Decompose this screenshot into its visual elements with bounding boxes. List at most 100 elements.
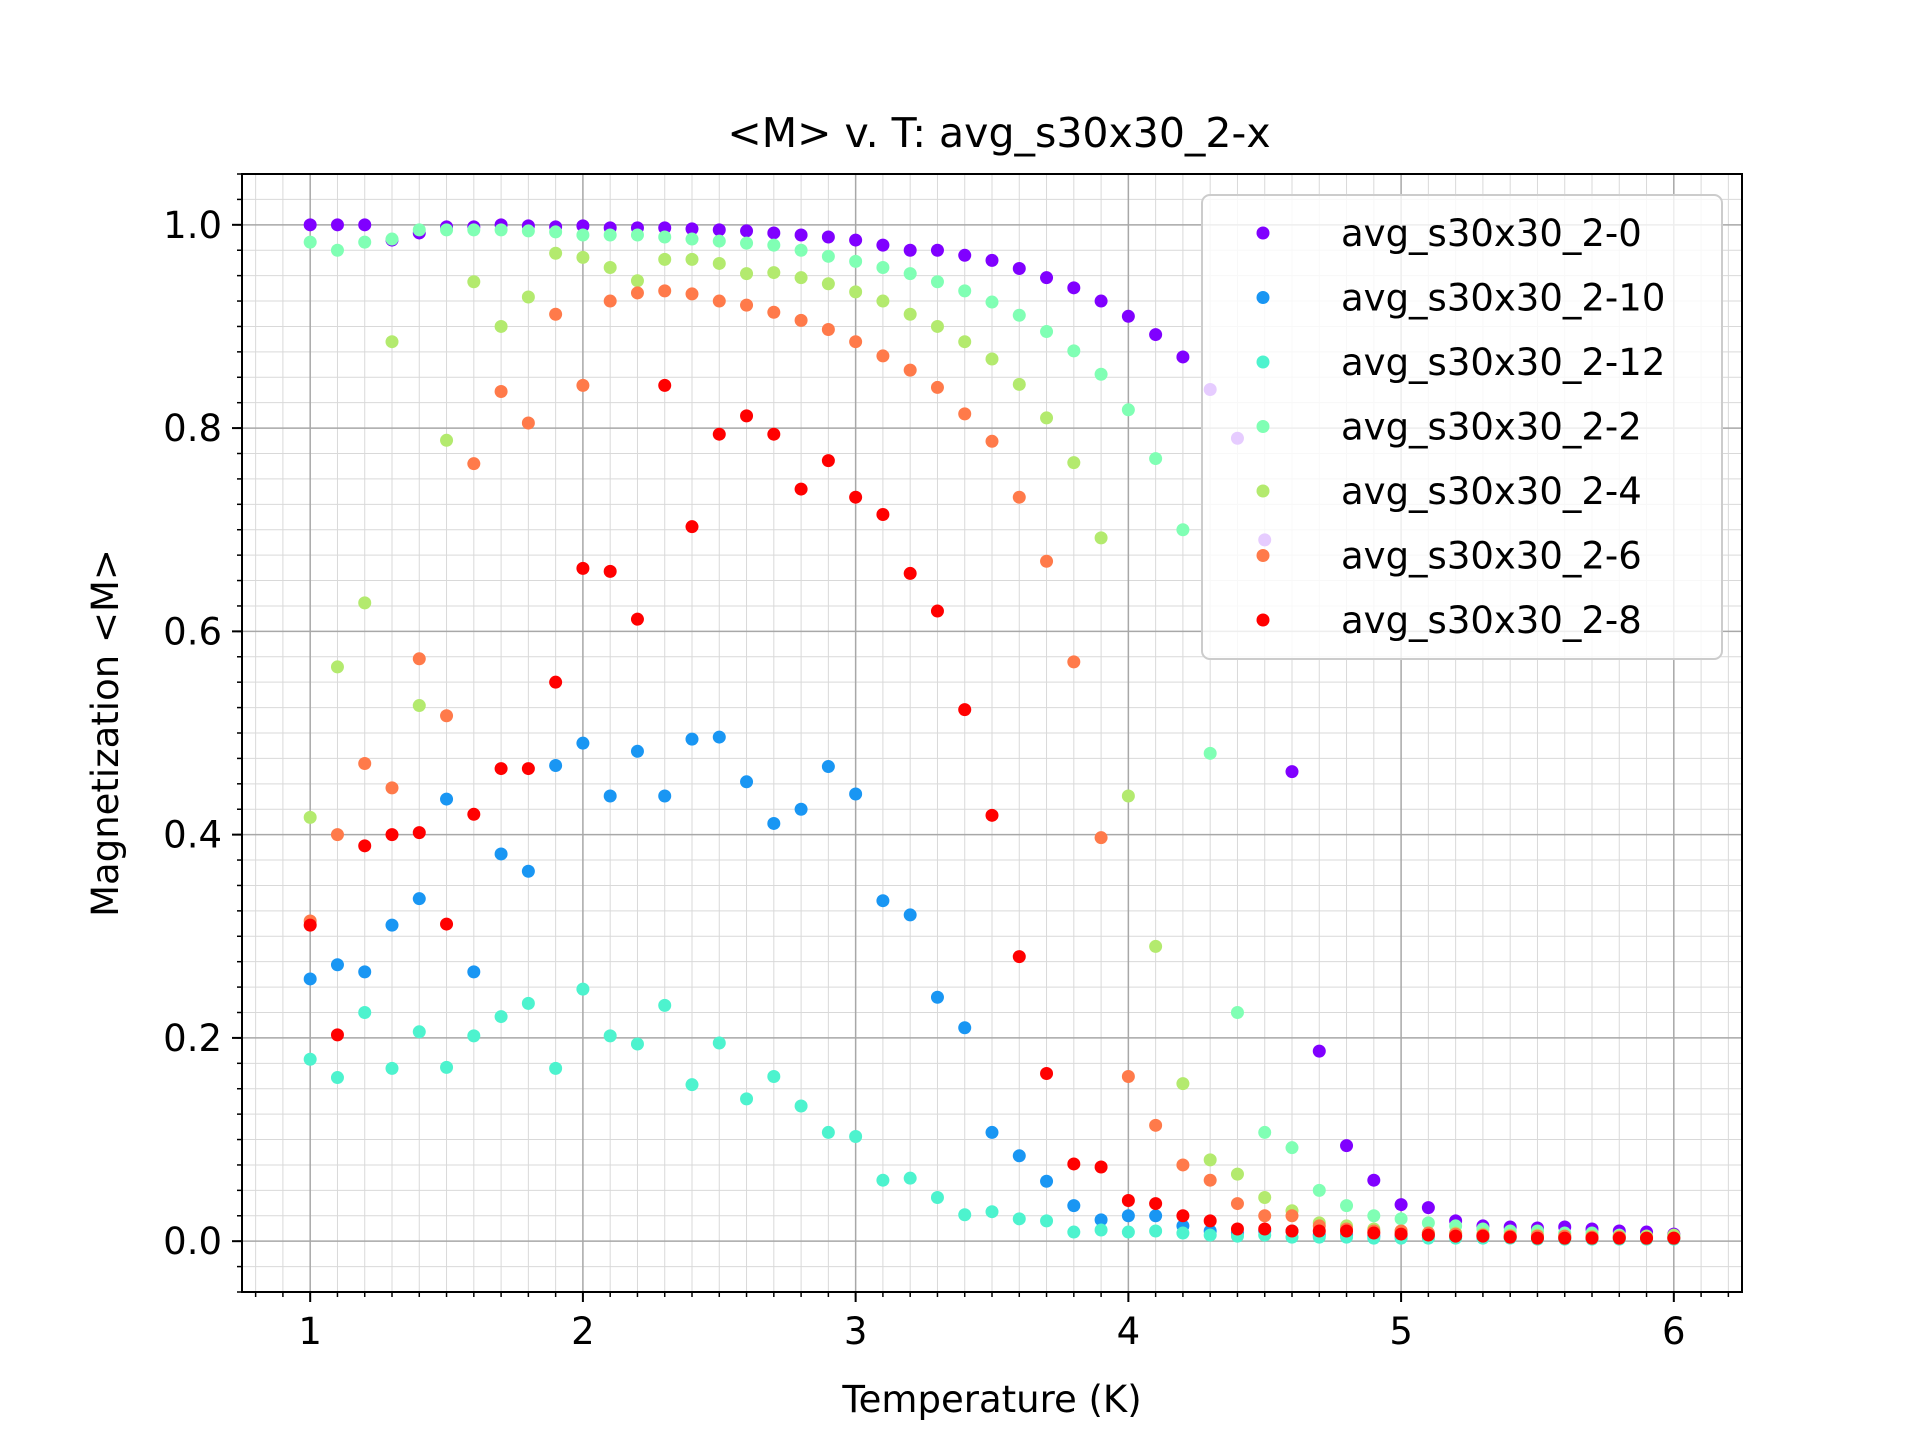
legend-marker (1256, 355, 1270, 369)
data-point (358, 965, 372, 979)
data-point (1285, 1141, 1299, 1155)
y-tick-label: 0.8 (163, 407, 222, 450)
data-point (821, 230, 835, 244)
data-point (1067, 655, 1081, 669)
data-point (549, 225, 563, 239)
data-point (1258, 1190, 1272, 1204)
data-point (603, 1029, 617, 1043)
data-point (849, 285, 863, 299)
x-axis-label: Temperature (K) (841, 1378, 1141, 1421)
data-point (385, 1061, 399, 1075)
data-point (1149, 1118, 1163, 1132)
data-point (712, 427, 726, 441)
data-point (1340, 1139, 1354, 1153)
x-tick-label: 2 (571, 1310, 595, 1353)
data-point (930, 380, 944, 394)
data-point (794, 802, 808, 816)
data-point (494, 847, 508, 861)
data-point (1012, 377, 1026, 391)
data-point (1040, 1174, 1054, 1188)
y-tick-label: 0.6 (163, 610, 222, 653)
legend-label: avg_s30x30_2-2 (1341, 406, 1642, 449)
data-point (494, 1010, 508, 1024)
data-point (1176, 1158, 1190, 1172)
data-point (712, 294, 726, 308)
data-point (903, 566, 917, 580)
data-point (821, 1125, 835, 1139)
data-point (958, 335, 972, 349)
data-point (358, 756, 372, 770)
data-point (740, 775, 754, 789)
data-point (821, 323, 835, 337)
legend-marker (1256, 226, 1270, 240)
data-point (1121, 309, 1135, 323)
data-point (1094, 1160, 1108, 1174)
data-point (849, 787, 863, 801)
data-point (576, 561, 590, 575)
data-point (385, 335, 399, 349)
data-point (985, 1125, 999, 1139)
data-point (767, 305, 781, 319)
data-point (1203, 746, 1217, 760)
data-point (494, 762, 508, 776)
data-point (685, 252, 699, 266)
data-point (1230, 1197, 1244, 1211)
data-point (521, 290, 535, 304)
data-point (1040, 1066, 1054, 1080)
legend-marker (1256, 549, 1270, 562)
data-point (985, 434, 999, 448)
data-point (1040, 325, 1054, 339)
data-point (658, 789, 672, 803)
data-point (1258, 1125, 1272, 1139)
data-point (958, 284, 972, 298)
data-point (1285, 1209, 1299, 1223)
data-point (1040, 411, 1054, 425)
data-point (603, 564, 617, 578)
data-point (521, 996, 535, 1010)
data-point (576, 228, 590, 242)
data-point (1012, 1212, 1026, 1226)
data-point (1067, 456, 1081, 470)
data-point (440, 792, 454, 806)
data-point (440, 917, 454, 931)
data-point (1012, 490, 1026, 504)
data-point (849, 335, 863, 349)
data-point (1503, 1230, 1517, 1244)
data-point (930, 275, 944, 289)
data-point (1285, 1224, 1299, 1238)
data-point (1258, 1222, 1272, 1236)
data-point (330, 1028, 344, 1042)
data-point (1312, 1224, 1326, 1238)
data-point (1012, 950, 1026, 964)
legend-entries: avg_s30x30_2-0 avg_s30x30_2-10 avg_s30x30_… (1256, 212, 1665, 642)
data-point (903, 363, 917, 377)
data-point (740, 298, 754, 312)
y-axis-label: Magnetization <M> (84, 549, 127, 917)
y-tick-label: 0.4 (163, 814, 222, 857)
data-point (1530, 1231, 1544, 1245)
x-tick-label: 5 (1389, 1310, 1413, 1353)
data-point (930, 1190, 944, 1204)
data-point (1312, 1044, 1326, 1058)
data-point (1230, 1222, 1244, 1236)
data-point (1476, 1229, 1490, 1243)
data-point (1340, 1199, 1354, 1213)
data-point (358, 218, 372, 232)
data-point (958, 703, 972, 717)
data-point (1176, 350, 1190, 364)
data-point (794, 271, 808, 285)
data-point (794, 1099, 808, 1113)
data-point (440, 223, 454, 237)
data-point (876, 1173, 890, 1187)
data-point (358, 1006, 372, 1019)
data-point (549, 246, 563, 260)
data-point (412, 699, 426, 713)
data-point (549, 1061, 563, 1075)
data-point (1149, 452, 1163, 466)
data-point (794, 228, 808, 242)
data-point (740, 1092, 754, 1106)
data-point (712, 730, 726, 744)
data-point (576, 219, 590, 233)
data-point (1421, 1228, 1435, 1242)
data-point (1149, 939, 1163, 953)
